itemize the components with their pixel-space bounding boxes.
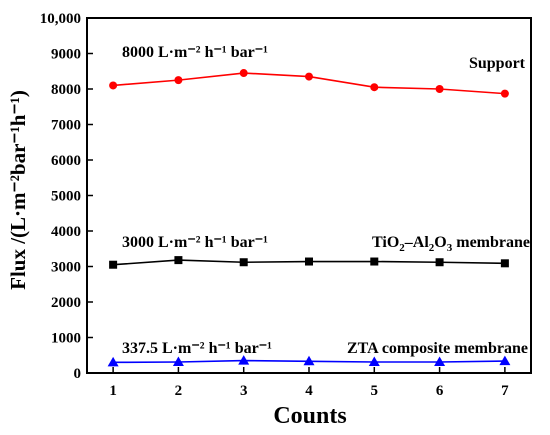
series-label-support: Support [469, 55, 526, 72]
x-tick-label: 1 [109, 383, 117, 399]
x-tick-label: 7 [501, 383, 509, 399]
x-tick-label: 3 [240, 383, 248, 399]
y-tick-label: 5000 [51, 189, 81, 205]
data-point [435, 85, 444, 93]
plot-frame [86, 17, 532, 374]
data-point [109, 260, 118, 269]
data-point [107, 356, 119, 367]
data-point [174, 76, 183, 85]
data-point [305, 72, 313, 81]
y-tick-label: 3000 [51, 260, 81, 276]
x-tick-label: 4 [305, 383, 313, 399]
series-2 [107, 355, 511, 367]
y-tick-label: 2000 [51, 295, 81, 311]
data-point [239, 258, 248, 267]
y-axis-title: Flux /(L·m⁻²bar⁻¹h⁻¹) [6, 90, 30, 290]
y-tick-label: 10,000 [40, 11, 81, 27]
y-tick-label: 7000 [51, 118, 81, 134]
data-point [303, 355, 315, 366]
data-point [499, 355, 511, 366]
data-point [434, 356, 446, 366]
annotation-support-flux: 8000 L·m⁻² h⁻¹ bar⁻¹ [122, 44, 268, 61]
series-label-tio2-al2o3: TiO2–Al2O3 membrane [372, 234, 530, 254]
data-point [435, 258, 444, 267]
data-point [370, 83, 379, 92]
data-point [174, 256, 183, 265]
x-tick-label: 6 [436, 383, 444, 399]
data-point [109, 81, 118, 90]
data-point [500, 259, 509, 268]
annotation-tio2-flux: 3000 L·m⁻² h⁻¹ bar⁻¹ [122, 234, 268, 251]
series-label-zta: ZTA composite membrane [347, 340, 528, 357]
series-layer [107, 69, 511, 367]
y-tick-label: 0 [74, 366, 82, 382]
data-point [305, 257, 313, 266]
y-tick-label: 9000 [51, 47, 81, 63]
x-axis-title: Counts [273, 403, 346, 429]
x-tick-label: 2 [175, 383, 183, 399]
y-tick-label: 4000 [51, 224, 81, 240]
annotation-zta-flux: 337.5 L·m⁻² h⁻¹ bar⁻¹ [122, 340, 272, 357]
axes: 0 1000 2000 3000 4000 5000 6000 7000 8000 9000 10,… [40, 11, 532, 399]
data-point [368, 356, 380, 366]
series-0 [109, 69, 509, 98]
data-point [500, 89, 509, 98]
y-tick-label: 8000 [51, 82, 81, 98]
series-1 [109, 256, 509, 269]
y-tick-label: 1000 [51, 331, 81, 347]
x-tick-label: 5 [371, 383, 379, 399]
data-point [239, 69, 248, 78]
y-tick-label: 6000 [51, 153, 81, 169]
data-point [370, 257, 379, 266]
data-point [238, 355, 250, 365]
data-point [172, 356, 184, 366]
